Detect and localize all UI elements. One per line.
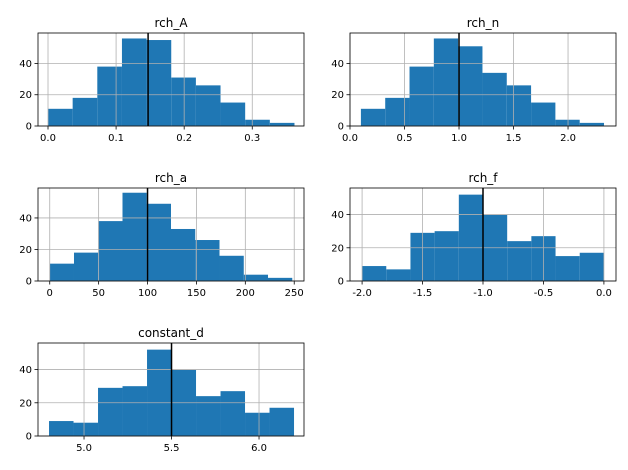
x-tick-label: 250: [285, 288, 304, 299]
subplot-title: rch_n: [467, 16, 499, 30]
bar: [73, 252, 99, 281]
x-tick-label: 0.1: [108, 133, 124, 144]
axes-frame: [349, 187, 617, 282]
bar: [146, 40, 172, 126]
bar: [531, 102, 556, 126]
bar: [49, 263, 74, 281]
x-tick-label: 6.0: [251, 443, 267, 454]
bar: [245, 412, 270, 436]
bar: [555, 119, 580, 126]
bar: [434, 231, 459, 281]
bar: [362, 266, 387, 281]
bar: [506, 85, 532, 126]
bar: [171, 228, 196, 281]
x-tick-label: -1.0: [473, 288, 493, 299]
x-tick-label: 0.2: [176, 133, 192, 144]
bar: [386, 269, 411, 281]
x-tick-label: 0.0: [40, 133, 56, 144]
y-tick-label: 20: [19, 245, 32, 256]
bar: [360, 108, 386, 126]
x-tick-label: 1.0: [451, 133, 467, 144]
bar: [147, 349, 172, 436]
bar: [243, 274, 269, 281]
subplot-title: rch_f: [468, 171, 498, 185]
x-tick-label: 100: [138, 288, 157, 299]
x-tick-label: 0: [47, 288, 53, 299]
y-tick-label: 0: [26, 277, 32, 288]
y-tick-label: 40: [331, 210, 344, 221]
bar: [73, 422, 99, 436]
y-tick-label: 20: [19, 90, 32, 101]
bar: [122, 386, 148, 436]
bar: [269, 122, 295, 126]
y-tick-label: 40: [331, 59, 344, 70]
subplot-title: rch_A: [154, 16, 188, 30]
axes-frame: [37, 32, 305, 127]
bar: [220, 102, 246, 126]
x-tick-label: 0.5: [397, 133, 413, 144]
bar: [122, 192, 147, 281]
bar: [245, 119, 270, 126]
x-tick-label: 1.5: [506, 133, 522, 144]
bar: [196, 396, 221, 436]
y-tick-label: 0: [338, 122, 344, 133]
bar: [269, 407, 295, 436]
x-tick-label: 0.0: [596, 288, 612, 299]
axes-frame: [349, 32, 617, 127]
bar: [555, 256, 580, 281]
y-tick-label: 40: [19, 365, 32, 376]
y-tick-label: 0: [338, 277, 344, 288]
axes-frame: [37, 187, 305, 282]
bar: [579, 252, 604, 281]
y-tick-label: 0: [26, 432, 32, 443]
y-tick-label: 20: [331, 243, 344, 254]
x-tick-label: -0.5: [534, 288, 554, 299]
bar: [385, 97, 410, 126]
bar: [220, 391, 246, 436]
x-tick-label: 0.3: [244, 133, 260, 144]
y-tick-label: 40: [19, 213, 32, 224]
x-tick-label: -2.0: [352, 288, 372, 299]
bar: [49, 421, 74, 436]
bar: [458, 194, 483, 281]
y-tick-label: 20: [331, 90, 344, 101]
bar: [98, 387, 123, 436]
bar: [146, 203, 171, 281]
bar: [195, 240, 220, 281]
x-tick-label: 2.0: [560, 133, 576, 144]
x-tick-label: 150: [187, 288, 206, 299]
bar: [458, 46, 483, 126]
y-tick-label: 0: [26, 122, 32, 133]
x-tick-label: 5.0: [76, 443, 92, 454]
x-tick-label: 200: [236, 288, 255, 299]
bar: [482, 72, 507, 126]
bar: [195, 85, 221, 126]
x-tick-label: 0.0: [342, 133, 358, 144]
bar: [48, 108, 73, 126]
bar: [433, 38, 459, 126]
bar: [579, 122, 605, 126]
subplot-title: rch_a: [155, 171, 187, 185]
bar: [409, 66, 434, 126]
y-tick-label: 20: [19, 398, 32, 409]
bar: [507, 241, 532, 281]
x-tick-label: -1.5: [413, 288, 433, 299]
bar: [219, 255, 244, 281]
bar: [97, 66, 122, 126]
bar: [98, 221, 123, 281]
bar: [72, 97, 98, 126]
bar: [171, 77, 196, 126]
bar: [121, 38, 147, 126]
y-tick-label: 40: [19, 59, 32, 70]
subplot-title: constant_d: [138, 326, 204, 340]
x-tick-label: 5.5: [164, 443, 180, 454]
bar: [268, 277, 293, 281]
x-tick-label: 50: [92, 288, 105, 299]
axes-frame: [37, 342, 305, 437]
